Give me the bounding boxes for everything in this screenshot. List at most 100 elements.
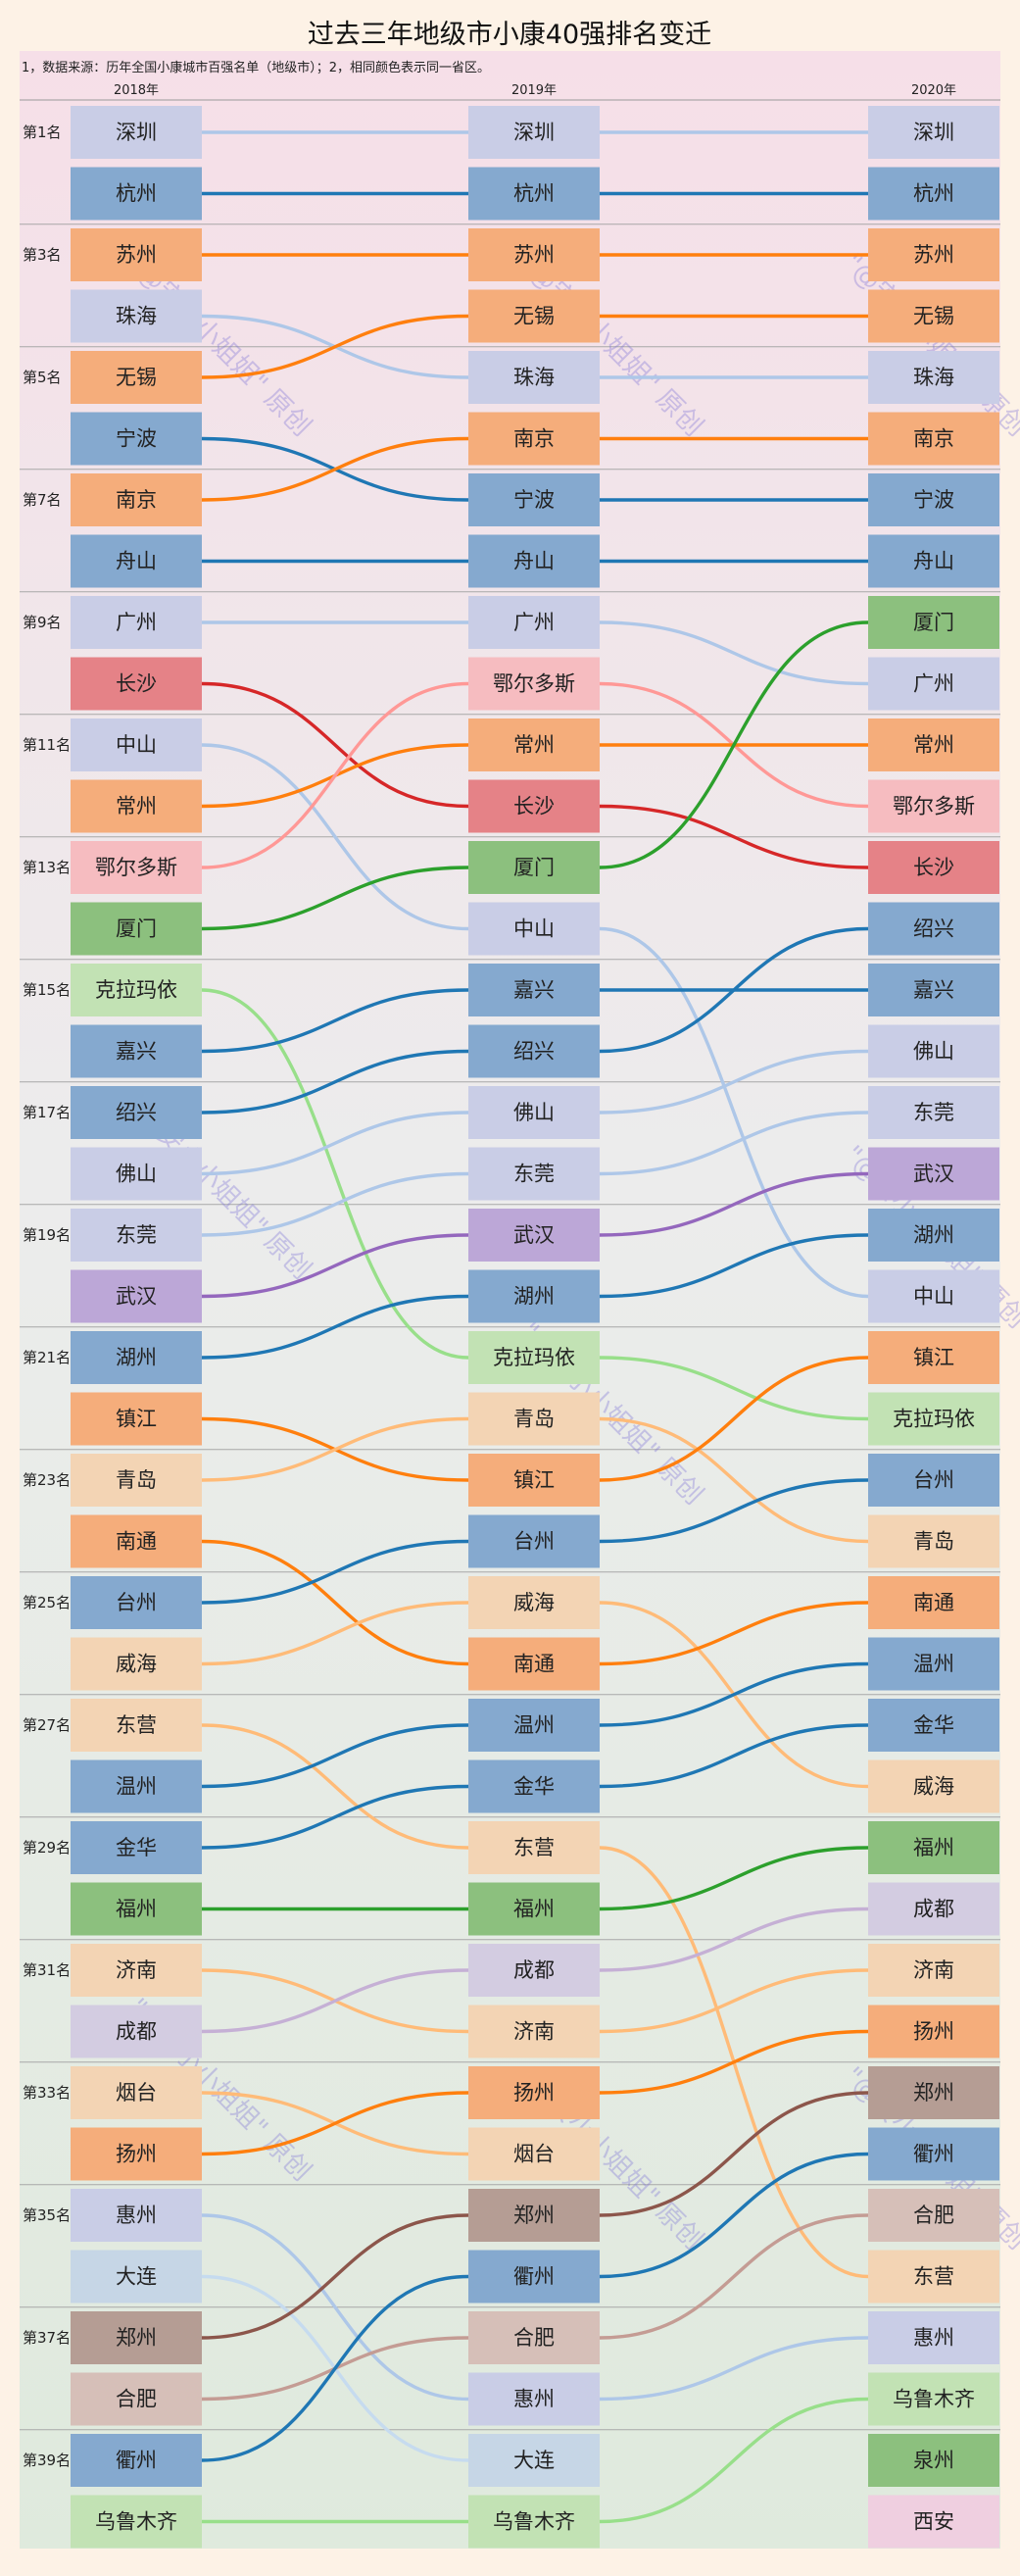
rank-label: 第39名 [23,2452,71,2469]
city-label: 舟山 [513,550,555,573]
city-label: 苏州 [513,243,555,267]
city-box: 嘉兴 [468,964,600,1016]
city-label: 深圳 [513,121,555,144]
rank-link [599,620,869,686]
rank-label: 第29名 [23,1839,71,1857]
city-box-fill [468,1637,600,1691]
city-box-fill [71,964,202,1016]
city-box-fill [868,1821,999,1874]
rank-link [599,2029,869,2095]
city-box-fill [868,596,999,649]
chart-title: 过去三年地级市小康40强排名变迁 [308,20,711,50]
rank-label: 第25名 [23,1594,71,1611]
rank-link [599,1661,869,1727]
group-separators [20,223,1000,2431]
city-box: 广州 [468,596,600,649]
city-box-fill [71,2189,202,2242]
city-box: 金华 [868,1699,999,1752]
city-box: 绍兴 [868,902,999,956]
city-box-fill [468,2250,600,2304]
city-box-fill [468,1331,600,1384]
city-label: 合肥 [513,2326,555,2350]
city-label: 扬州 [913,2020,954,2044]
city-label: 武汉 [116,1285,157,1309]
city-label: 珠海 [116,305,157,328]
city-box-fill [71,473,202,526]
city-box: 厦门 [868,596,999,649]
city-box: 厦门 [468,841,600,894]
rank-label: 第17名 [23,1104,71,1121]
city-box: 衢州 [868,2127,999,2181]
city-box: 合肥 [868,2189,999,2242]
city-label: 乌鲁木齐 [493,2510,575,2534]
city-box-fill [468,1759,600,1813]
city-box: 鄂尔多斯 [468,657,600,711]
city-box: 大连 [468,2434,600,2487]
year-label-2020: 2020年 [911,83,956,98]
city-label: 鄂尔多斯 [95,856,177,879]
city-label: 镇江 [116,1408,157,1431]
city-box-fill [71,2434,202,2487]
city-label: 东营 [913,2265,954,2289]
city-box: 苏州 [868,228,999,281]
rank-link [201,1294,469,1360]
city-box-fill [71,1637,202,1691]
city-box-fill [468,1821,600,1874]
city-label: 常州 [913,733,954,757]
city-label: 杭州 [913,182,954,206]
rank-link [599,2397,869,2524]
city-label: 青岛 [913,1530,954,1554]
rank-link [201,1784,469,1850]
city-label: 鄂尔多斯 [893,795,975,818]
city-box-fill [868,412,999,466]
city-label: 武汉 [913,1163,954,1186]
city-label: 金华 [513,1775,555,1799]
city-label: 成都 [116,2020,157,2044]
city-label: 广州 [513,611,555,634]
city-label: 中山 [513,917,555,941]
city-label: 长沙 [116,672,157,696]
city-box-fill [468,1147,600,1201]
city-box: 温州 [71,1759,202,1813]
city-label: 珠海 [913,366,954,389]
city-box: 合肥 [71,2372,202,2426]
rank-link [201,681,469,809]
city-box: 杭州 [71,167,202,221]
city-box-fill [468,1576,600,1629]
city-box-fill [868,473,999,526]
city-box: 武汉 [468,1209,600,1262]
city-boxes: 深圳杭州苏州珠海无锡宁波南京舟山广州长沙中山常州鄂尔多斯厦门克拉玛依嘉兴绍兴佛山… [71,106,999,2549]
city-box: 克拉玛依 [71,964,202,1016]
city-box: 大连 [71,2250,202,2304]
year-label-2018: 2018年 [114,83,159,98]
rank-link [201,1049,469,1115]
rank-link [599,1846,869,1911]
city-label: 武汉 [513,1223,555,1247]
city-label: 扬州 [513,2081,555,2105]
city-box: 南通 [868,1576,999,1629]
city-box: 长沙 [468,779,600,833]
city-label: 广州 [913,672,954,696]
city-box-fill [71,1699,202,1752]
city-box: 成都 [71,2005,202,2058]
city-label: 无锡 [513,305,555,328]
city-box: 杭州 [468,167,600,221]
year-label-2019: 2019年 [511,83,557,98]
rank-link [201,2091,469,2156]
city-box-fill [468,841,600,894]
city-box-fill [468,2005,600,2058]
city-box: 常州 [71,779,202,833]
city-box-fill [868,841,999,894]
city-box-fill [468,412,600,466]
city-box: 惠州 [71,2189,202,2242]
city-box: 南京 [868,412,999,466]
city-box: 无锡 [868,289,999,343]
city-box: 镇江 [868,1331,999,1384]
city-box-fill [71,1209,202,1262]
city-box-fill [71,1454,202,1507]
city-box: 济南 [468,2005,600,2058]
city-box: 佛山 [71,1147,202,1201]
rank-link [201,436,469,502]
city-box: 广州 [71,596,202,649]
city-label: 宁波 [913,488,954,512]
